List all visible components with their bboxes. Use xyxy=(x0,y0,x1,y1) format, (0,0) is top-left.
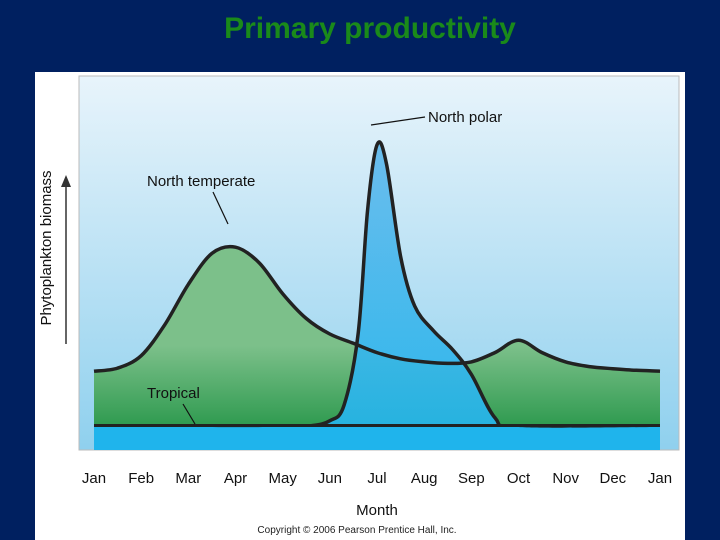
x-tick-label: Jul xyxy=(367,470,386,487)
copyright-text: Copyright © 2006 Pearson Prentice Hall, … xyxy=(257,525,456,536)
x-tick-label: Apr xyxy=(224,470,247,487)
annotation-leader-tropical xyxy=(182,403,196,425)
x-tick-label: Feb xyxy=(128,470,154,487)
x-tick-label: Jun xyxy=(318,470,342,487)
north-temperate-line xyxy=(93,244,661,373)
north-polar-area-overlay xyxy=(94,426,660,450)
annotation-leader-north-polar xyxy=(370,116,426,126)
slide-title: Primary productivity xyxy=(224,12,516,45)
x-tick-label: Mar xyxy=(175,470,201,487)
figure-panel: Jan Feb Mar Apr May Jun Jul Aug Sep Oct Nov Dec Jan … xyxy=(35,72,685,540)
x-tick-label: Dec xyxy=(599,470,626,487)
annotation-tropical: Tropical xyxy=(147,385,200,402)
x-tick-labels: Jan Feb Mar Apr May Jun Jul Aug Sep Oct Nov Dec Jan xyxy=(82,470,672,487)
x-tick-label: Oct xyxy=(507,470,531,487)
annotation-north-polar: North polar xyxy=(428,109,502,126)
annotation-leader-north-temperate xyxy=(212,191,229,225)
x-axis-label: Month xyxy=(356,502,398,519)
biomass-chart: Jan Feb Mar Apr May Jun Jul Aug Sep Oct Nov Dec Jan … xyxy=(38,75,680,536)
north-polar-area xyxy=(94,141,660,450)
x-tick-label: May xyxy=(268,470,297,487)
annotation-north-temperate: North temperate xyxy=(147,173,255,190)
north-temperate-area xyxy=(94,246,660,427)
x-tick-label: Jan xyxy=(82,470,106,487)
x-tick-label: Aug xyxy=(411,470,438,487)
x-tick-label: Nov xyxy=(552,470,579,487)
y-axis-arrowhead-icon xyxy=(61,175,71,187)
y-axis-label: Phytoplankton biomass xyxy=(38,170,55,325)
x-tick-label: Jan xyxy=(648,470,672,487)
x-tick-label: Sep xyxy=(458,470,485,487)
